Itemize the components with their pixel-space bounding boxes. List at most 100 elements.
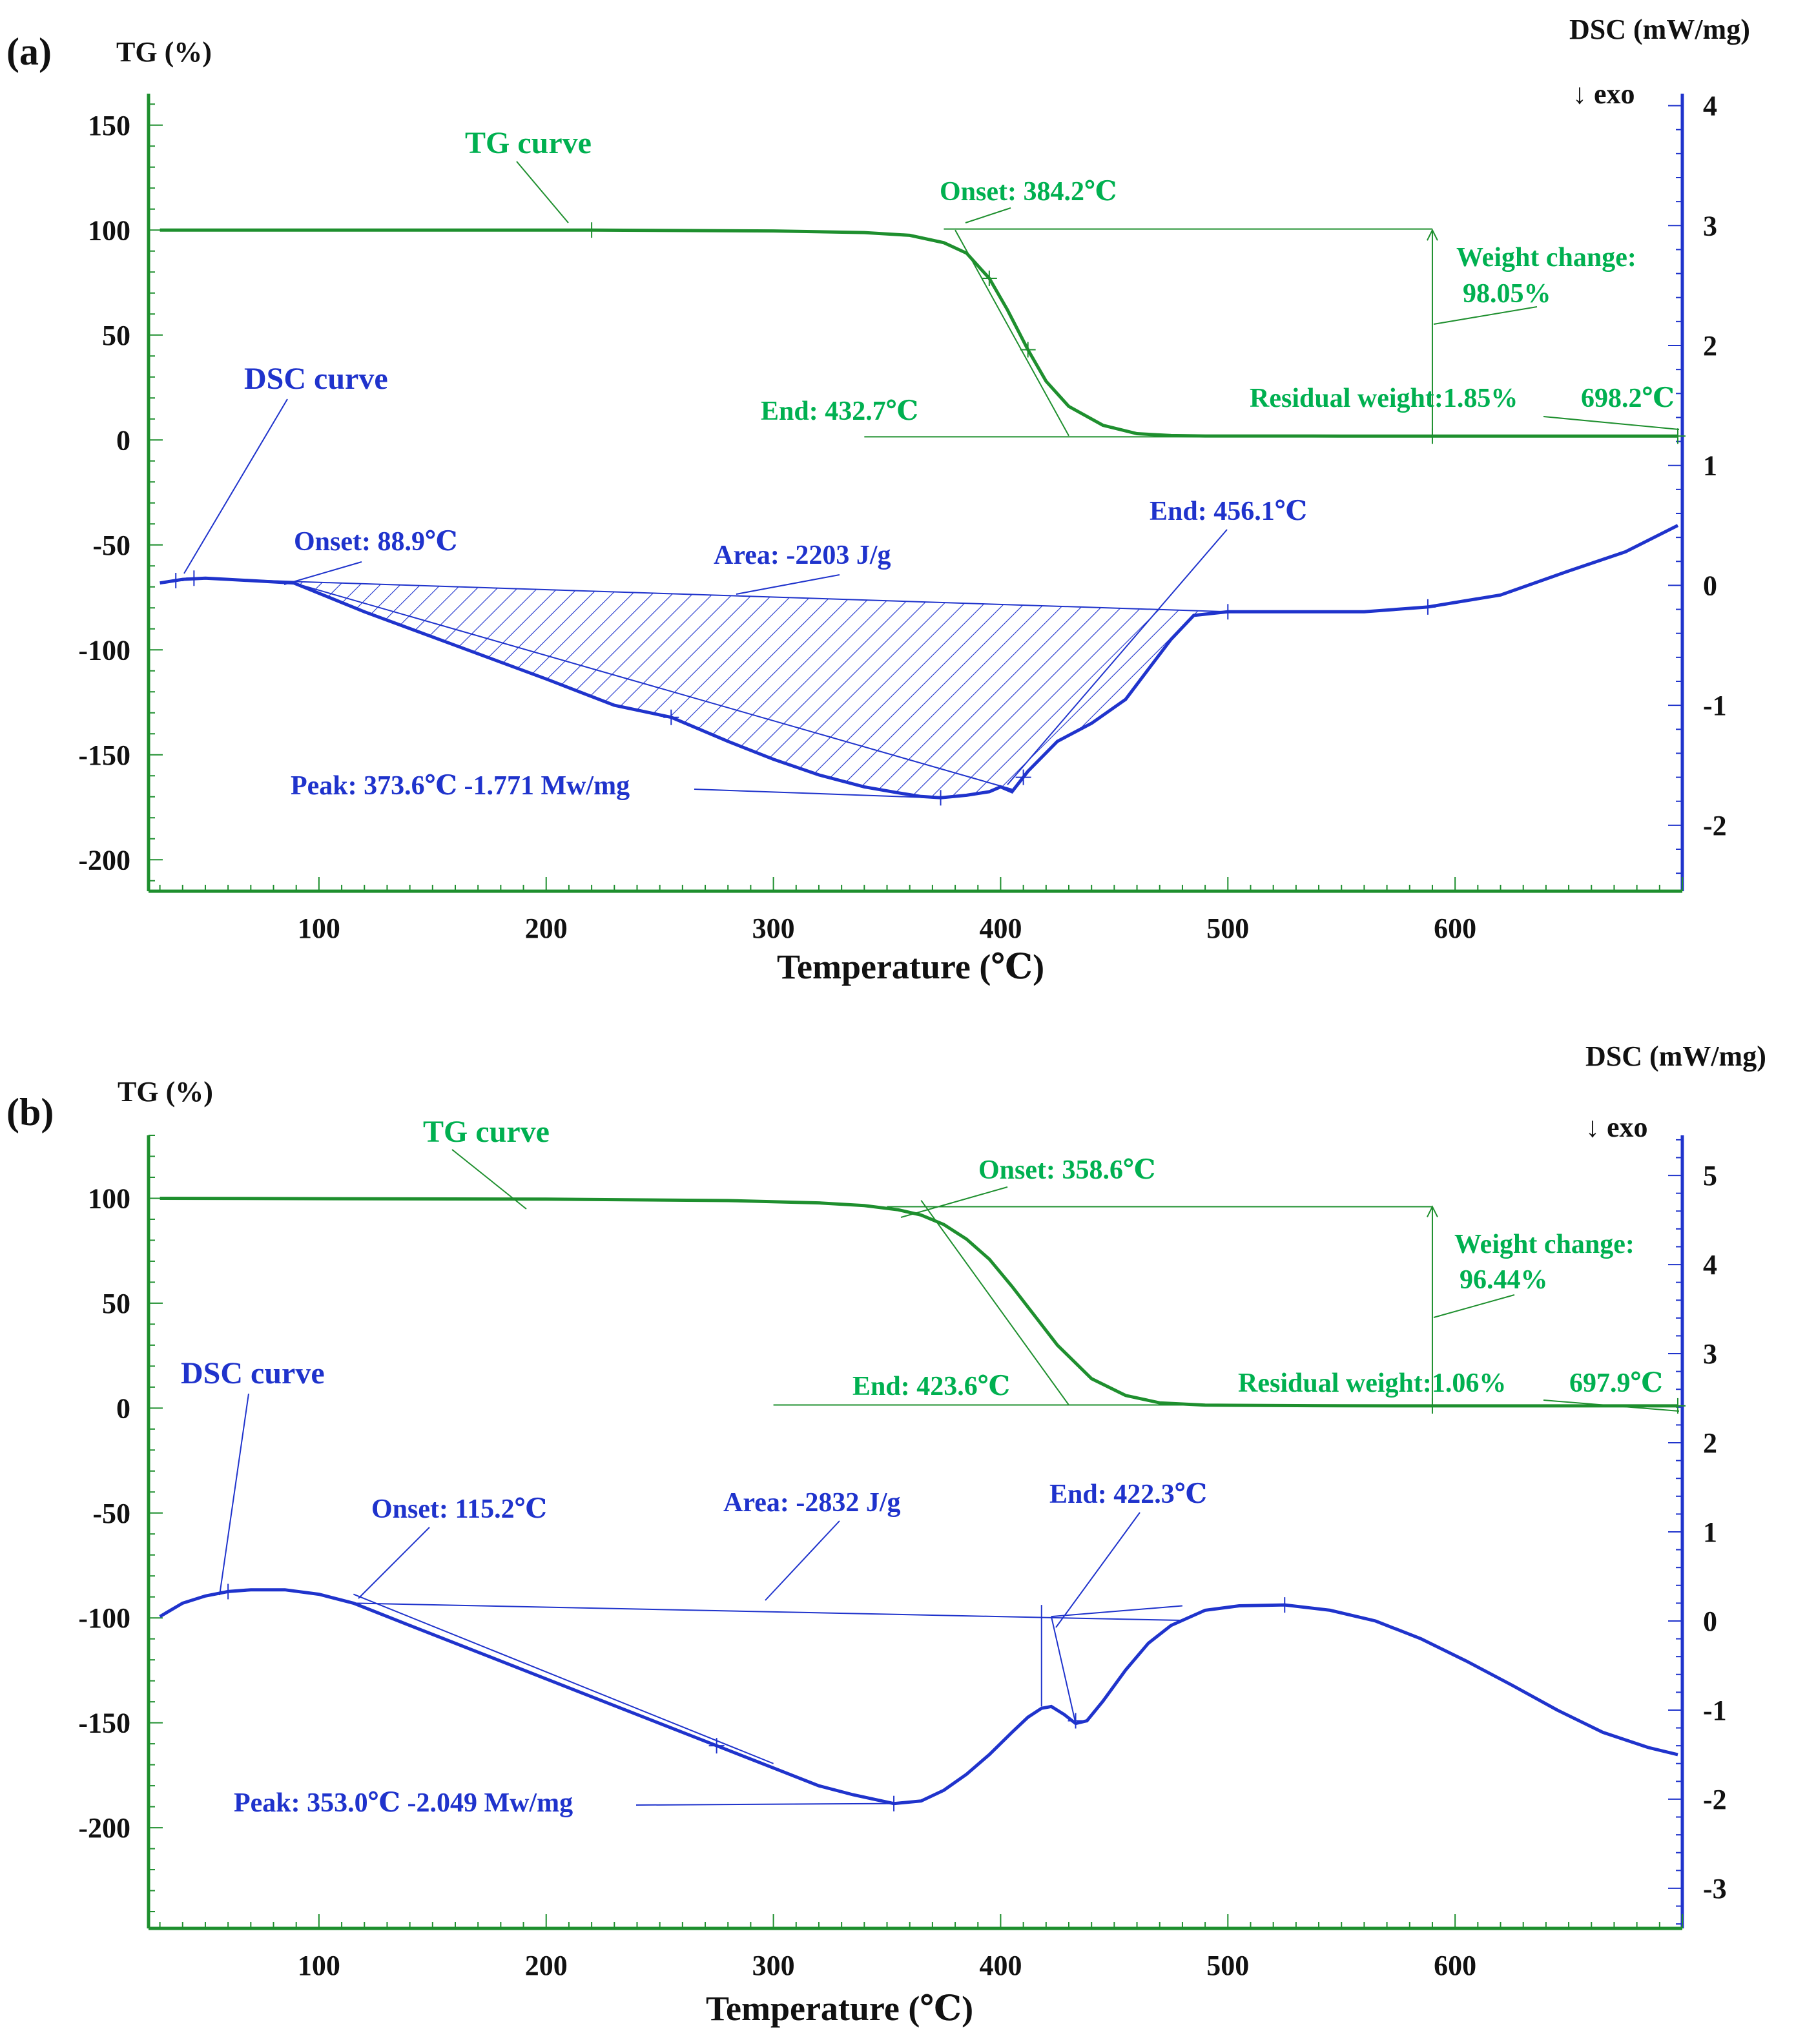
- y-right-tick-label: 2: [1703, 1427, 1717, 1459]
- y-right-tick-label: 1: [1703, 450, 1717, 482]
- x-tick-label: 600: [1434, 913, 1476, 944]
- dsc-area-label: Area: -2832 J/g: [723, 1488, 901, 1518]
- tg-inflection-tangent: [920, 1200, 1069, 1406]
- dsc-onset-label: Onset: 115.2℃: [371, 1494, 547, 1524]
- y-left-tick-label: 50: [102, 1288, 130, 1319]
- y-right-axis-title: DSC (mW/mg): [1569, 14, 1750, 45]
- dsc-end-label: End: 456.1℃: [1150, 497, 1307, 526]
- final-temp-label: 698.2℃: [1581, 384, 1675, 413]
- x-tick-label: 100: [298, 913, 340, 944]
- y-left-tick-label: 150: [88, 110, 130, 141]
- dsc-end-label: End: 422.3℃: [1049, 1480, 1207, 1509]
- dsc-peak-label: Peak: 353.0℃ -2.049 Mw/mg: [234, 1788, 573, 1818]
- tg-end-label: End: 432.7℃: [761, 397, 918, 426]
- x-tick-label: 600: [1434, 1950, 1476, 1981]
- x-tick-label: 200: [525, 1950, 568, 1981]
- x-tick-label: 500: [1206, 1950, 1249, 1981]
- arrow-head: [1427, 229, 1438, 241]
- dsc-baseline: [353, 1602, 1182, 1622]
- weight-change-label: Weight change:: [1454, 1230, 1635, 1259]
- tg-inflection-tangent: [954, 229, 1069, 437]
- dsc-end-leader: [1007, 529, 1228, 785]
- residual-weight-label: Residual weight:1.06%: [1238, 1368, 1506, 1398]
- y-left-tick-label: -50: [92, 530, 130, 561]
- y-left-axis-title: TG (%): [116, 36, 212, 68]
- weight-change-leader: [1433, 306, 1538, 325]
- y-left-tick-label: -200: [78, 844, 130, 876]
- dsc-curve-label: DSC curve: [181, 1356, 325, 1390]
- y-left-tick-label: -200: [78, 1812, 130, 1844]
- dsc-end-tangent: [1051, 1605, 1183, 1618]
- y-left-tick-label: 100: [88, 1182, 130, 1214]
- y-right-tick-label: -3: [1703, 1873, 1727, 1905]
- y-right-tick-label: -2: [1703, 1784, 1727, 1815]
- dsc-area-leader: [765, 1520, 840, 1601]
- y-right-tick-label: 5: [1703, 1160, 1717, 1192]
- residual-weight-label: Residual weight:1.85%: [1250, 384, 1518, 413]
- y-left-tick-label: -50: [92, 1498, 130, 1529]
- tg-curve-label: TG curve: [465, 126, 592, 160]
- dsc-peak-leader: [694, 789, 934, 799]
- dsc-onset-label: Onset: 88.9℃: [294, 527, 457, 557]
- y-right-tick-label: -2: [1703, 810, 1727, 841]
- y-left-tick-label: 50: [102, 320, 130, 351]
- y-left-tick-label: -100: [78, 634, 130, 666]
- exo-indicator: ↓ exo: [1585, 1111, 1648, 1143]
- panel-label: (a): [6, 30, 52, 73]
- dsc-onset-tangent: [353, 1593, 774, 1764]
- tg-curve: [160, 1197, 1678, 1408]
- dsc-onset-tangent: [293, 582, 1013, 790]
- dsc-peak-label: Peak: 373.6℃ -1.771 Mw/mg: [291, 771, 630, 801]
- x-tick-label: 300: [752, 1950, 795, 1981]
- dsc-end-tangent: [1050, 1616, 1077, 1724]
- dsc-label-leader: [219, 1393, 249, 1596]
- dsc-peak-leader: [635, 1802, 887, 1806]
- y-right-tick-label: 3: [1703, 210, 1717, 242]
- y-right-axis-title: DSC (mW/mg): [1585, 1040, 1766, 1072]
- y-left-tick-label: 100: [88, 214, 130, 246]
- y-left-axis-title: TG (%): [118, 1076, 213, 1108]
- dsc-curve-label: DSC curve: [244, 362, 388, 396]
- tg-onset-leader: [900, 1186, 1008, 1218]
- x-tick-label: 400: [979, 1950, 1022, 1981]
- y-right-tick-label: 3: [1703, 1338, 1717, 1370]
- tg-onset-leader: [965, 207, 1011, 223]
- weight-change-value: 98.05%: [1463, 279, 1551, 309]
- dsc-end-leader: [1055, 1512, 1140, 1628]
- y-right-tick-label: -1: [1703, 690, 1727, 721]
- dsc-baseline: [228, 579, 1228, 613]
- x-tick-label: 100: [298, 1950, 340, 1981]
- tg-label-leader: [516, 161, 569, 223]
- x-tick-label: 400: [979, 913, 1022, 944]
- tg-onset-label: Onset: 358.6℃: [978, 1155, 1155, 1185]
- y-right-tick-label: 0: [1703, 570, 1717, 601]
- arrow-head: [1427, 1205, 1438, 1217]
- y-right-tick-label: 4: [1703, 1249, 1717, 1281]
- dsc-label-leader: [183, 398, 288, 574]
- dsc-area-leader: [736, 574, 840, 595]
- weight-change-leader: [1433, 1294, 1515, 1318]
- dsc-peak-area: [228, 579, 1228, 798]
- x-tick-label: 500: [1206, 913, 1249, 944]
- x-tick-label: 200: [525, 913, 568, 944]
- tg-onset-label: Onset: 384.2℃: [940, 177, 1117, 207]
- weight-change-label: Weight change:: [1456, 243, 1636, 273]
- tg-label-leader: [451, 1149, 527, 1210]
- dsc-area-label: Area: -2203 J/g: [714, 541, 891, 570]
- x-axis-title: Temperature (℃): [706, 1989, 973, 2028]
- dsc-onset-leader: [284, 561, 362, 585]
- chart-panel-b: 100 200 300 400 500 600100500-50-100-150-2005…: [6, 1040, 1766, 2028]
- y-right-tick-label: -1: [1703, 1695, 1727, 1726]
- y-left-tick-label: -150: [78, 739, 130, 771]
- dsc-curve: [160, 524, 1679, 800]
- y-right-tick-label: 2: [1703, 330, 1717, 362]
- y-right-tick-label: 4: [1703, 90, 1717, 122]
- y-left-tick-label: 0: [116, 424, 130, 456]
- tg-curve-label: TG curve: [423, 1115, 550, 1149]
- tg-curve: [160, 228, 1678, 438]
- y-left-tick-label: 0: [116, 1392, 130, 1424]
- y-right-tick-label: 0: [1703, 1605, 1717, 1637]
- panel-label: (b): [6, 1091, 54, 1133]
- x-axis-title: Temperature (℃): [777, 947, 1044, 986]
